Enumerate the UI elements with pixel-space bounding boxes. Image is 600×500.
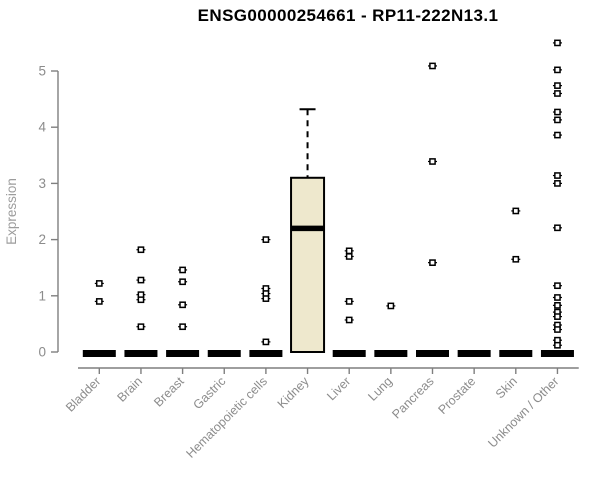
outlier-marker xyxy=(137,296,145,304)
outlier-marker xyxy=(345,247,353,255)
outlier-marker xyxy=(137,246,145,254)
outlier-marker xyxy=(262,338,270,346)
outlier-marker xyxy=(429,259,436,266)
outlier-marker xyxy=(262,295,270,302)
y-axis-tick-label: 0 xyxy=(38,345,46,360)
outlier-marker xyxy=(554,172,561,179)
outlier-marker xyxy=(179,323,186,331)
y-axis-tick-label: 2 xyxy=(38,232,46,247)
outlier-marker xyxy=(179,278,186,286)
outlier-marker xyxy=(554,180,561,187)
y-axis-tick-label: 5 xyxy=(38,64,46,79)
outlier-marker xyxy=(95,280,103,287)
x-axis-tick-label: Liver xyxy=(324,374,353,403)
zero-bar xyxy=(499,350,533,357)
zero-bar xyxy=(457,350,491,357)
outlier-marker xyxy=(137,276,145,284)
outlier-marker xyxy=(554,116,561,124)
y-axis-title: Expression xyxy=(4,178,19,245)
outlier-marker xyxy=(387,302,395,310)
x-axis-tick-label: Lung xyxy=(365,374,395,404)
outlier-marker xyxy=(512,207,520,215)
outlier-marker xyxy=(554,66,561,74)
zero-bar xyxy=(82,350,116,357)
x-axis-tick-label: Skin xyxy=(493,374,520,401)
outlier-marker xyxy=(554,108,561,116)
x-axis-tick-label: Bladder xyxy=(63,374,103,414)
x-axis-tick-label: Pancreas xyxy=(389,374,436,421)
zero-bar xyxy=(166,350,200,357)
zero-bar xyxy=(416,350,449,357)
outlier-marker xyxy=(512,255,520,263)
outlier-marker xyxy=(345,253,353,260)
outlier-marker xyxy=(554,313,561,320)
y-axis-tick-label: 4 xyxy=(38,120,46,135)
outlier-marker xyxy=(554,341,561,349)
outlier-marker xyxy=(429,62,436,70)
outlier-marker xyxy=(262,236,270,243)
x-axis-tick-label: Breast xyxy=(151,374,187,410)
outlier-marker xyxy=(554,39,561,47)
outlier-marker xyxy=(554,90,561,97)
zero-bar xyxy=(207,350,241,357)
y-axis-tick-label: 3 xyxy=(38,176,46,191)
outlier-marker xyxy=(95,298,103,305)
x-axis-tick-label: Brain xyxy=(115,374,146,405)
x-axis-tick-label: Kidney xyxy=(275,374,312,411)
zero-bar xyxy=(249,350,283,357)
zero-bar xyxy=(332,350,366,357)
outlier-marker xyxy=(554,282,561,290)
y-axis-tick-label: 1 xyxy=(38,288,46,303)
outlier-marker xyxy=(345,298,353,305)
outlier-marker xyxy=(345,316,353,324)
x-axis-tick-label: Unknown / Other xyxy=(485,374,561,450)
outlier-marker xyxy=(554,302,561,309)
zero-bar xyxy=(540,350,574,357)
zero-bar xyxy=(124,350,158,357)
outlier-marker xyxy=(137,323,145,331)
outlier-marker xyxy=(554,294,561,301)
chart-title: ENSG00000254661 - RP11-222N13.1 xyxy=(197,6,499,25)
x-axis-tick-label: Hematopoietic cells xyxy=(183,374,270,461)
outlier-marker xyxy=(179,301,186,309)
outlier-marker xyxy=(554,82,561,89)
outlier-marker xyxy=(554,131,561,139)
zero-bar xyxy=(374,350,408,357)
outlier-marker xyxy=(554,326,561,333)
x-axis-tick-label: Prostate xyxy=(435,374,478,417)
box xyxy=(290,176,326,353)
outlier-marker xyxy=(429,158,436,165)
outlier-marker xyxy=(554,224,561,232)
outlier-marker xyxy=(179,266,186,274)
x-axis-tick-label: Gastric xyxy=(190,374,228,412)
